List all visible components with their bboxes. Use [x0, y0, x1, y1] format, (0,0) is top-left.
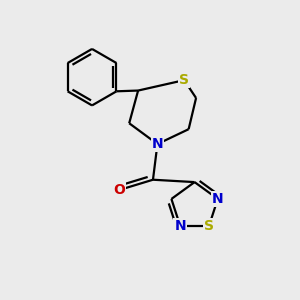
Text: N: N	[212, 192, 224, 206]
Text: N: N	[152, 137, 163, 151]
Text: N: N	[174, 219, 186, 233]
Text: O: O	[113, 183, 125, 197]
Text: S: S	[204, 219, 214, 233]
Text: S: S	[179, 73, 189, 87]
